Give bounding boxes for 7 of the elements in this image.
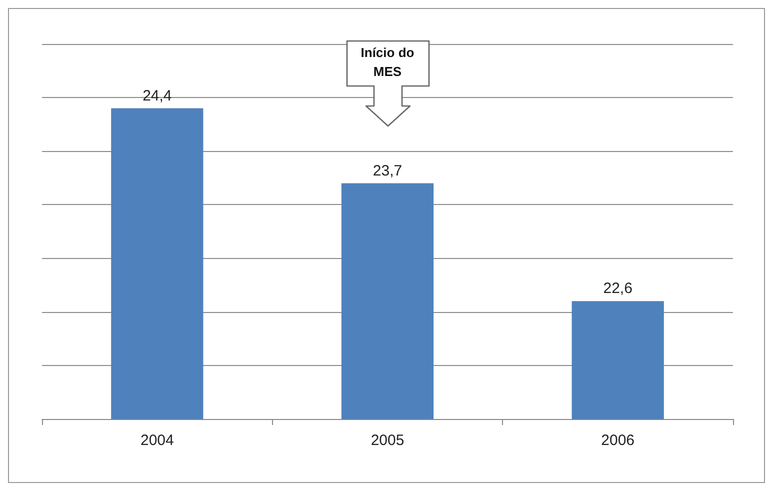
- x-tick-label: 2005: [370, 432, 404, 449]
- data-label: 23,7: [372, 162, 402, 180]
- x-tick-label: 2006: [601, 432, 635, 449]
- data-label: 24,4: [142, 87, 172, 104]
- annotation: Início do MES: [360, 44, 416, 81]
- x-tick-label: 2004: [140, 432, 174, 449]
- data-label: 22,6: [603, 280, 632, 298]
